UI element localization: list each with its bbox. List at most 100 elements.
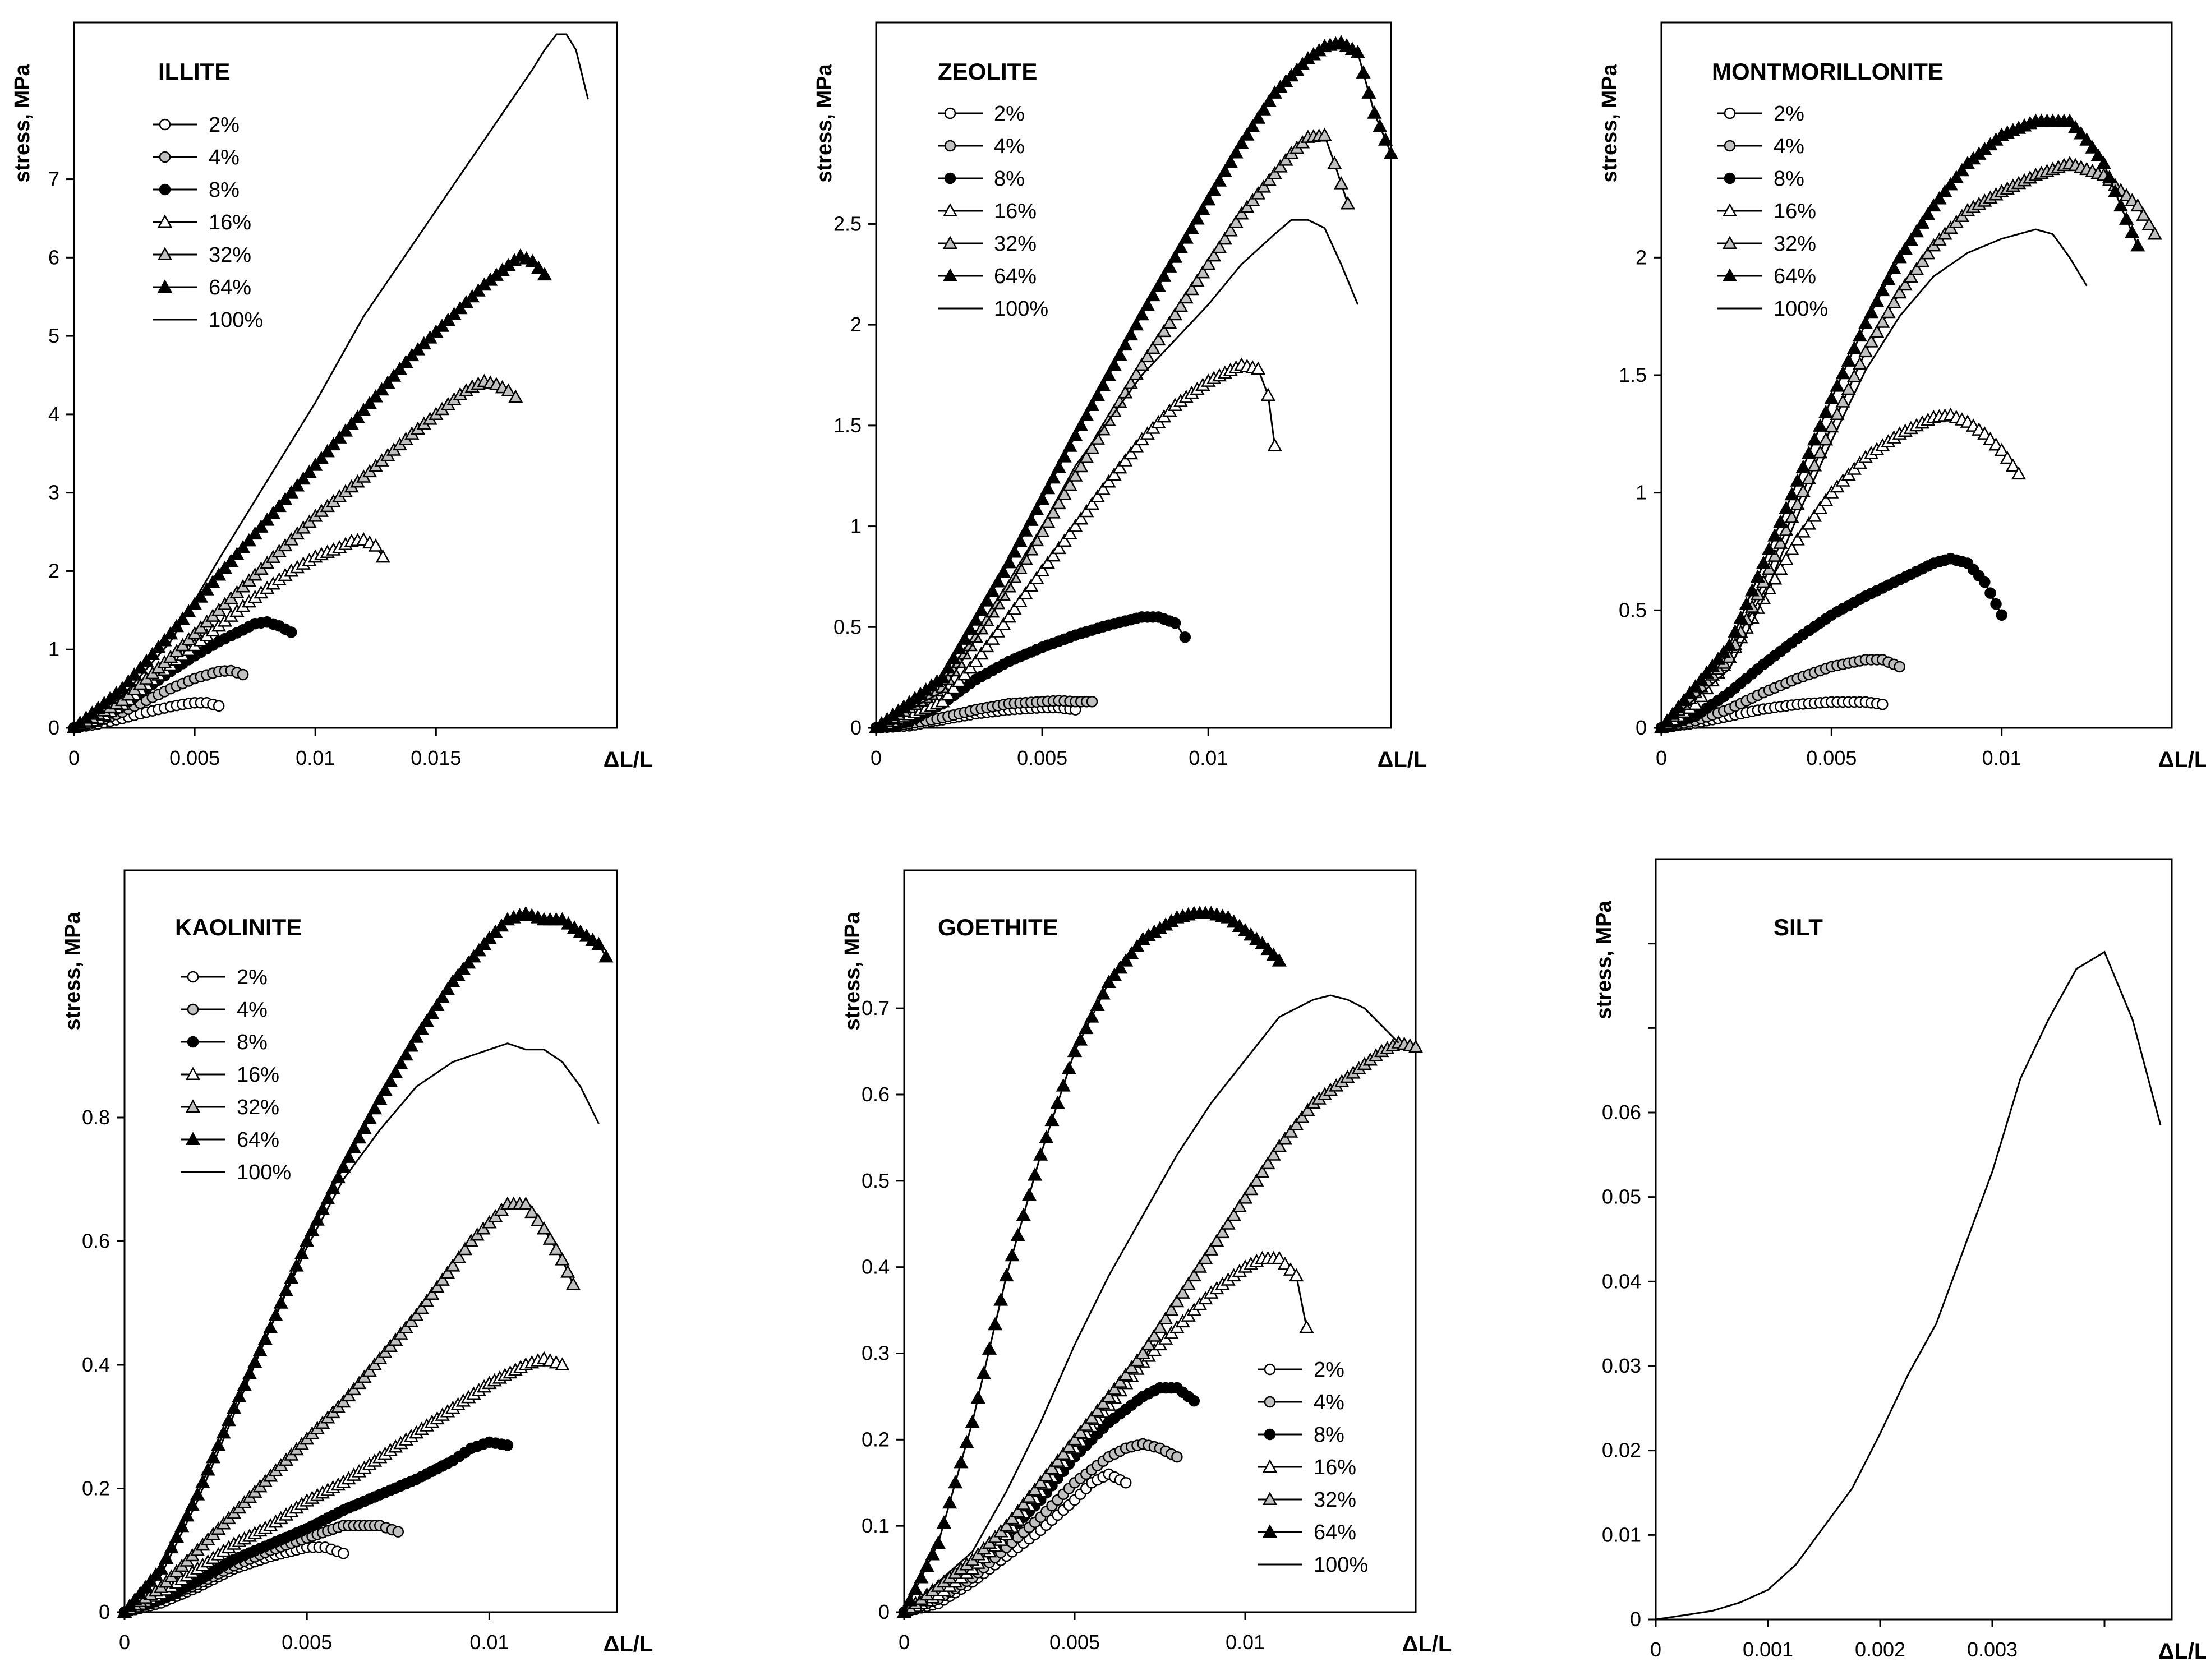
data-point (330, 1170, 346, 1184)
data-point (1677, 693, 1692, 707)
data-point (1812, 418, 1828, 432)
data-point (1162, 315, 1177, 329)
legend-entry: 32% (938, 232, 1037, 256)
y-tick-label: 7 (48, 168, 59, 191)
data-point (1095, 377, 1111, 391)
data-point (1818, 493, 1834, 506)
y-tick-label: 0.01 (1602, 1523, 1641, 1546)
data-point (308, 458, 323, 471)
data-point (133, 660, 148, 674)
data-point (414, 1300, 429, 1314)
series-100pct (904, 994, 1399, 1613)
x-tick-label: 0.01 (469, 1631, 509, 1654)
data-point (1074, 459, 1089, 473)
data-point (114, 681, 130, 695)
legend-marker (157, 247, 173, 261)
data-point (951, 673, 967, 687)
data-point (1824, 391, 1839, 404)
data-point (1079, 450, 1094, 463)
data-point (2096, 156, 2111, 169)
legend-marker (185, 1099, 201, 1113)
y-tick-label: 0 (1636, 716, 1647, 739)
data-point (320, 1191, 335, 1204)
legend-marker (185, 1132, 201, 1146)
series-line (876, 219, 1359, 729)
data-point (1068, 468, 1083, 482)
data-point (1705, 658, 1720, 672)
data-point (1061, 1061, 1076, 1074)
data-point (991, 574, 1006, 588)
data-point (1074, 511, 1089, 525)
data-point (1841, 353, 1856, 367)
series-64pct (66, 248, 552, 734)
data-point (2141, 217, 2157, 230)
legend: 2% 4% 8% 16% 32% 64% 100% (153, 113, 263, 332)
chart-panel-montmorillonite: 0 0.5 1 1.5 2 0 0.005 0.01 ΔL/L stress, MPa MONTMO… (1598, 21, 2206, 772)
x-tick-label: 0 (871, 746, 882, 769)
data-point (377, 1082, 393, 1096)
y-tick-label: 0.8 (82, 1106, 110, 1129)
data-point (1018, 586, 1033, 600)
data-point (1112, 1374, 1128, 1388)
data-point (1068, 518, 1083, 532)
data-point (974, 603, 989, 616)
series-line (123, 1042, 600, 1613)
legend-label: 100% (1314, 1553, 1368, 1577)
data-point (325, 1180, 340, 1194)
data-point (965, 1414, 980, 1428)
data-point (914, 1570, 929, 1584)
data-point (951, 641, 967, 654)
plot-frame (903, 869, 1417, 1613)
data-point (1118, 337, 1133, 351)
data-point (1112, 960, 1128, 974)
legend-entry: 32% (181, 1096, 279, 1119)
y-tick-label: 0.6 (82, 1230, 110, 1253)
data-point (1846, 340, 1862, 354)
legend-label: 2% (1774, 102, 1804, 126)
data-point (598, 949, 614, 963)
data-point (1801, 516, 1817, 530)
data-point (205, 574, 220, 588)
chart-panel-illite: 0 1 2 3 4 5 6 7 0 0.005 0.01 0.015 ΔL/L stress, MPa IL… (11, 21, 653, 772)
data-point (252, 1343, 268, 1356)
data-point (1135, 1345, 1150, 1359)
legend-entry: 64% (153, 276, 251, 299)
legend-marker (944, 107, 956, 119)
data-point (1068, 428, 1083, 441)
data-point (1209, 1233, 1224, 1247)
legend-label: 4% (994, 135, 1025, 158)
panel-title: ZEOLITE (938, 58, 1037, 85)
data-point (145, 647, 160, 661)
data-point (1693, 672, 1708, 686)
data-point (1067, 1044, 1083, 1058)
data-point (1267, 438, 1282, 451)
data-point (1688, 679, 1703, 693)
data-point (1818, 432, 1834, 446)
series-4pct (870, 695, 1098, 734)
data-point (919, 1558, 934, 1572)
data-point (1012, 533, 1028, 547)
y-tick-label: 0 (99, 1600, 110, 1623)
data-point (1118, 953, 1134, 967)
y-tick-label: 0.2 (82, 1477, 110, 1500)
data-point (1272, 1138, 1287, 1152)
data-point (1949, 170, 1964, 183)
legend-marker (1722, 236, 1738, 250)
data-point (1773, 514, 1788, 528)
x-tick-label: 0.005 (282, 1631, 332, 1654)
data-point (1779, 501, 1794, 514)
y-tick-label: 0.6 (862, 1083, 890, 1106)
data-point (1101, 975, 1116, 989)
data-point (1084, 496, 1100, 510)
data-point (1244, 1181, 1259, 1196)
y-tick-label: 2 (48, 559, 59, 582)
data-point (1134, 357, 1149, 371)
x-tick-label: 0.015 (411, 746, 461, 769)
legend: 2% 4% 8% 16% 32% 64% 100% (181, 966, 291, 1184)
x-tick-label: 0 (119, 1631, 130, 1654)
data-point (1226, 1207, 1241, 1221)
legend-entry: 4% (181, 998, 268, 1022)
data-point (1184, 281, 1199, 296)
data-point (1223, 154, 1238, 168)
data-point (1101, 474, 1116, 488)
